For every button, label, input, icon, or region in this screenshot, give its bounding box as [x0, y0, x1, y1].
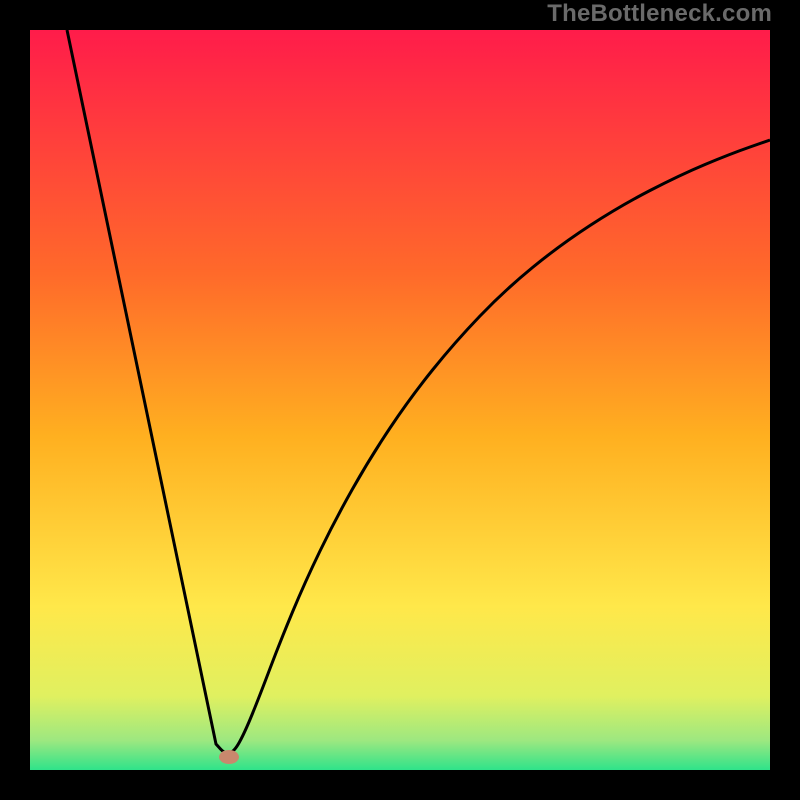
bottleneck-curve: [67, 30, 770, 753]
chart-frame: TheBottleneck.com: [0, 0, 800, 800]
curve-svg: [30, 30, 770, 770]
minimum-marker: [219, 750, 239, 764]
plot-area: [30, 30, 770, 770]
attribution-text: TheBottleneck.com: [547, 0, 772, 28]
